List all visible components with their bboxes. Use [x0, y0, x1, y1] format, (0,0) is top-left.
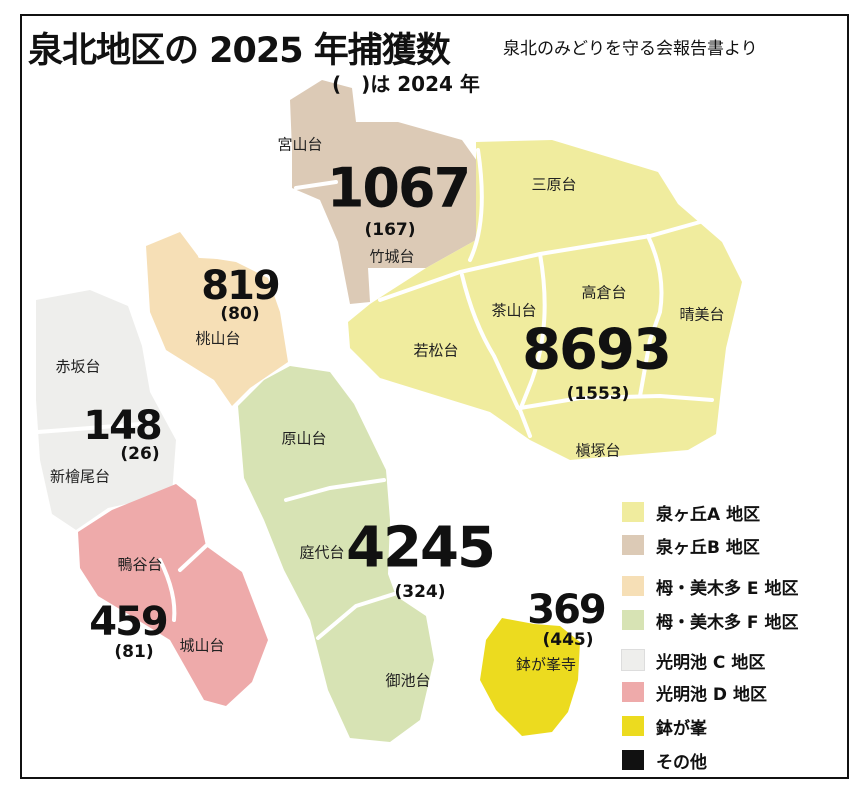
prev-count-district-a: (1553) [566, 384, 630, 404]
district-e-region [146, 232, 288, 406]
area-miikedai: 御池台 [385, 671, 431, 690]
source-note: 泉北のみどりを守る会報告書より [503, 39, 758, 59]
legend-label-hachi: 鉢が峯 [656, 718, 707, 739]
district-b-region [290, 80, 482, 304]
area-harumidai: 晴美台 [679, 305, 725, 324]
legend-swatch-other [622, 750, 644, 770]
legend-item-other: その他 [622, 748, 707, 773]
area-akasakadai: 赤坂台 [55, 357, 101, 376]
legend-item-f: 栂・美木多 F 地区 [622, 608, 799, 633]
count-district-f: 4245 [346, 515, 496, 581]
legend-item-d: 光明池 D 地区 [622, 680, 767, 705]
area-momoyamadai: 桃山台 [195, 329, 241, 348]
count-district-e: 819 [201, 263, 280, 309]
area-makizukadai: 槇塚台 [575, 441, 621, 460]
legend-label-d: 光明池 D 地区 [656, 684, 767, 705]
area-shinhinokiodai: 新檜尾台 [49, 467, 111, 486]
legend-swatch-a [622, 502, 644, 522]
area-miharadai: 三原台 [531, 175, 577, 194]
legend-swatch-c [621, 649, 645, 671]
legend-label-a: 泉ヶ丘A 地区 [656, 504, 761, 525]
count-district-c: 148 [83, 403, 162, 449]
legend-label-f: 栂・美木多 F 地区 [656, 612, 799, 633]
count-district-d: 459 [89, 599, 168, 645]
area-takakuradai: 高倉台 [581, 283, 627, 302]
legend-item-e: 栂・美木多 E 地区 [622, 574, 799, 599]
prev-count-district-f: (324) [394, 582, 446, 602]
area-hachigamine: 鉢が峯寺 [515, 655, 577, 674]
count-district-b: 1067 [326, 156, 471, 220]
area-wakamatsudai: 若松台 [413, 341, 459, 360]
count-district-hachi: 369 [527, 587, 606, 633]
area-shigitanidai: 鴨谷台 [117, 555, 163, 574]
legend-item-a: 泉ヶ丘A 地区 [622, 500, 761, 525]
district-hachi-region [480, 618, 580, 736]
area-miyayamadai: 宮山台 [277, 135, 323, 154]
area-shiroyamadai: 城山台 [179, 636, 225, 655]
area-teishirodai: 庭代台 [299, 543, 345, 562]
legend-label-other: その他 [656, 752, 707, 773]
legend-item-c: 光明池 C 地区 [621, 648, 766, 673]
area-chayamadai: 茶山台 [491, 301, 537, 320]
road-lines [36, 148, 714, 640]
prev-count-district-e: (80) [220, 304, 260, 324]
prev-count-district-hachi: (445) [542, 630, 594, 650]
legend-item-b: 泉ヶ丘B 地区 [622, 533, 760, 558]
count-district-a: 8693 [522, 317, 672, 383]
map-title: 泉北地区の 2025 年捕獲数 [28, 31, 451, 71]
district-c-region [36, 290, 176, 530]
legend-swatch-e [622, 576, 644, 596]
district-f-region [238, 366, 434, 742]
legend-swatch-hachi [622, 716, 644, 736]
area-harayamadai: 原山台 [281, 429, 327, 448]
legend-item-hachi: 鉢が峯 [622, 714, 707, 739]
prev-count-district-c: (26) [120, 444, 160, 464]
legend-label-e: 栂・美木多 E 地区 [656, 578, 799, 599]
prev-count-district-d: (81) [114, 642, 154, 662]
legend-label-c: 光明池 C 地区 [656, 652, 766, 673]
legend-swatch-b [622, 535, 644, 555]
legend-swatch-f [622, 610, 644, 630]
prev-count-district-b: (167) [364, 220, 416, 240]
legend-label-b: 泉ヶ丘B 地区 [656, 537, 760, 558]
area-takeshirodai: 竹城台 [369, 247, 415, 266]
map-subtitle: ( )は 2024 年 [332, 72, 480, 96]
legend-swatch-d [622, 682, 644, 702]
